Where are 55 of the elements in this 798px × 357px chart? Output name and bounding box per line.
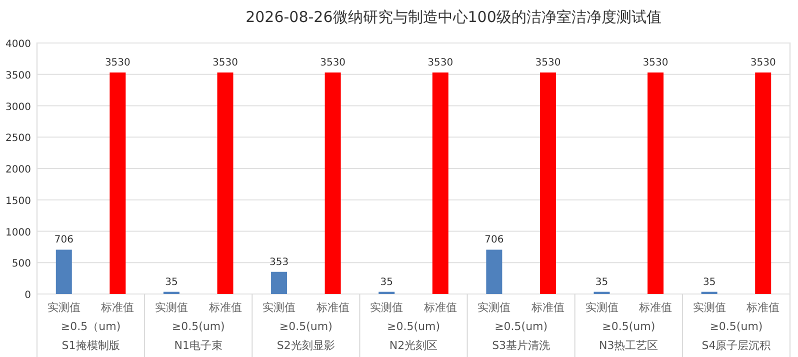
bar bbox=[217, 72, 234, 294]
y-tick-label: 500 bbox=[12, 258, 31, 270]
x-tick-label: ≥0.5(um) N2光刻区 bbox=[387, 320, 440, 352]
bar bbox=[540, 72, 556, 294]
text: 实测值 bbox=[692, 301, 726, 314]
y-tick-label: 1000 bbox=[6, 227, 31, 238]
text: 实测值 bbox=[154, 301, 188, 314]
text: 标准值 bbox=[424, 301, 457, 314]
bar bbox=[648, 72, 664, 294]
data-label: 3530 bbox=[750, 57, 776, 68]
bar bbox=[432, 72, 448, 294]
y-tick-label: 4000 bbox=[6, 39, 31, 50]
text: 标准值 bbox=[639, 301, 672, 314]
series-label: 实测值 bbox=[47, 301, 80, 314]
bar bbox=[324, 72, 341, 294]
text: 标准值 bbox=[746, 301, 780, 314]
data-label: 3530 bbox=[535, 57, 561, 68]
data-label: 35 bbox=[380, 276, 393, 288]
chart-title: 2026-08-26微纳研究与制造中心100级的洁净室洁净度测试值 bbox=[246, 8, 662, 26]
text: 标准值 bbox=[531, 301, 564, 314]
data-label: 3530 bbox=[642, 57, 668, 68]
bar bbox=[755, 72, 772, 294]
data-label: 3530 bbox=[320, 57, 346, 68]
text: 标准值 bbox=[208, 301, 242, 314]
x-tick-label: ≥0.5(um) S4原子层沉积 bbox=[702, 320, 771, 352]
y-tick-label: 3500 bbox=[6, 70, 31, 82]
bar bbox=[56, 250, 72, 294]
text: 标准值 bbox=[316, 301, 350, 314]
text: 实测值 bbox=[370, 301, 404, 314]
data-label: 35 bbox=[165, 276, 178, 288]
data-label: 35 bbox=[595, 276, 608, 288]
data-label: 353 bbox=[269, 256, 289, 268]
bar bbox=[271, 272, 288, 294]
data-label: 706 bbox=[54, 234, 74, 246]
x-tick-label: ≥0.5（um) S1掩模制版 bbox=[60, 320, 121, 352]
y-tick-label: 1500 bbox=[6, 196, 31, 207]
data-label: 3530 bbox=[428, 57, 454, 68]
data-label: 35 bbox=[702, 276, 716, 288]
x-tick-label: ≥0.5(um) S2光刻显影 bbox=[276, 320, 335, 352]
series-label: 标准值 bbox=[100, 301, 134, 314]
x-tick-label: ≥0.5(um) S3基片清洗 bbox=[492, 320, 550, 352]
y-tick-label: 3000 bbox=[6, 102, 31, 113]
data-label: 3530 bbox=[104, 57, 130, 68]
bar bbox=[486, 250, 502, 294]
y-tick-label: 2000 bbox=[6, 164, 31, 176]
data-label: 706 bbox=[484, 234, 504, 246]
y-tick-label: 2500 bbox=[6, 133, 31, 144]
bar bbox=[110, 72, 126, 294]
text: 实测值 bbox=[262, 301, 296, 314]
x-tick-label: ≥0.5(um) N3热工艺区 bbox=[599, 320, 658, 352]
y-tick-label: 0 bbox=[24, 290, 31, 301]
data-label: 3530 bbox=[212, 57, 238, 68]
text: 实测值 bbox=[585, 301, 618, 314]
text: 实测值 bbox=[478, 301, 511, 314]
x-tick-label: ≥0.5(um) N1电子束 bbox=[172, 320, 225, 352]
